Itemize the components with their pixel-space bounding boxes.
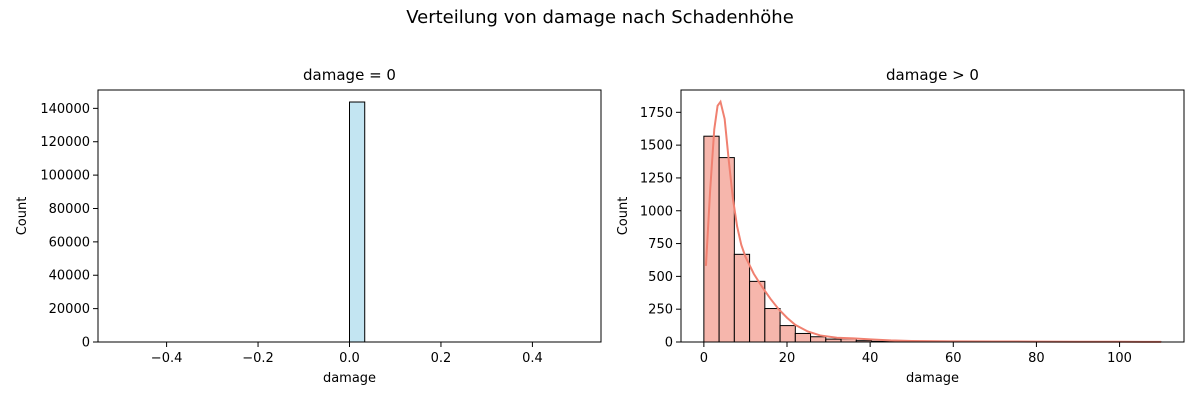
y-tick-label: 1000	[640, 204, 673, 219]
histogram-bar	[780, 326, 795, 342]
x-tick-label: 0.2	[431, 351, 452, 366]
y-tick-label: 60000	[49, 235, 90, 250]
x-tick-label: 0.0	[339, 351, 360, 366]
figure-suptitle: Verteilung von damage nach Schadenhöhe	[406, 7, 794, 28]
y-tick-label: 40000	[49, 269, 90, 284]
y-axis-label: Count	[15, 197, 30, 236]
histogram-bar	[811, 337, 826, 342]
x-tick-label: −0.4	[151, 351, 183, 366]
y-tick-label: 1500	[640, 139, 673, 154]
y-tick-label: 0	[82, 336, 90, 351]
x-tick-label: 80	[1028, 351, 1045, 366]
histogram-bar	[765, 309, 780, 342]
y-tick-label: 80000	[49, 202, 90, 217]
x-tick-label: 60	[945, 351, 962, 366]
y-tick-label: 250	[648, 303, 673, 318]
y-tick-label: 20000	[49, 302, 90, 317]
x-tick-label: 20	[779, 351, 796, 366]
x-tick-label: 40	[862, 351, 879, 366]
y-tick-label: 100000	[40, 169, 90, 184]
y-tick-label: 1750	[640, 106, 673, 121]
histogram-bar	[750, 281, 765, 342]
y-tick-label: 0	[665, 336, 673, 351]
y-axis-label: Count	[616, 197, 631, 236]
y-tick-label: 120000	[40, 135, 90, 150]
y-tick-label: 1250	[640, 171, 673, 186]
histogram-bar	[734, 254, 749, 342]
y-tick-label: 750	[648, 237, 673, 252]
subplot-title: damage > 0	[886, 66, 979, 84]
x-axis-label: damage	[323, 371, 376, 386]
x-tick-label: 100	[1107, 351, 1132, 366]
x-tick-label: −0.2	[242, 351, 274, 366]
histogram-bar	[350, 102, 365, 342]
x-axis-label: damage	[906, 371, 959, 386]
x-tick-label: 0.4	[522, 351, 543, 366]
y-tick-label: 140000	[40, 102, 90, 117]
histogram-bar	[795, 333, 810, 342]
bars-group	[350, 102, 365, 342]
y-tick-label: 500	[648, 270, 673, 285]
subplot-title: damage = 0	[303, 66, 396, 84]
x-tick-label: 0	[700, 351, 708, 366]
